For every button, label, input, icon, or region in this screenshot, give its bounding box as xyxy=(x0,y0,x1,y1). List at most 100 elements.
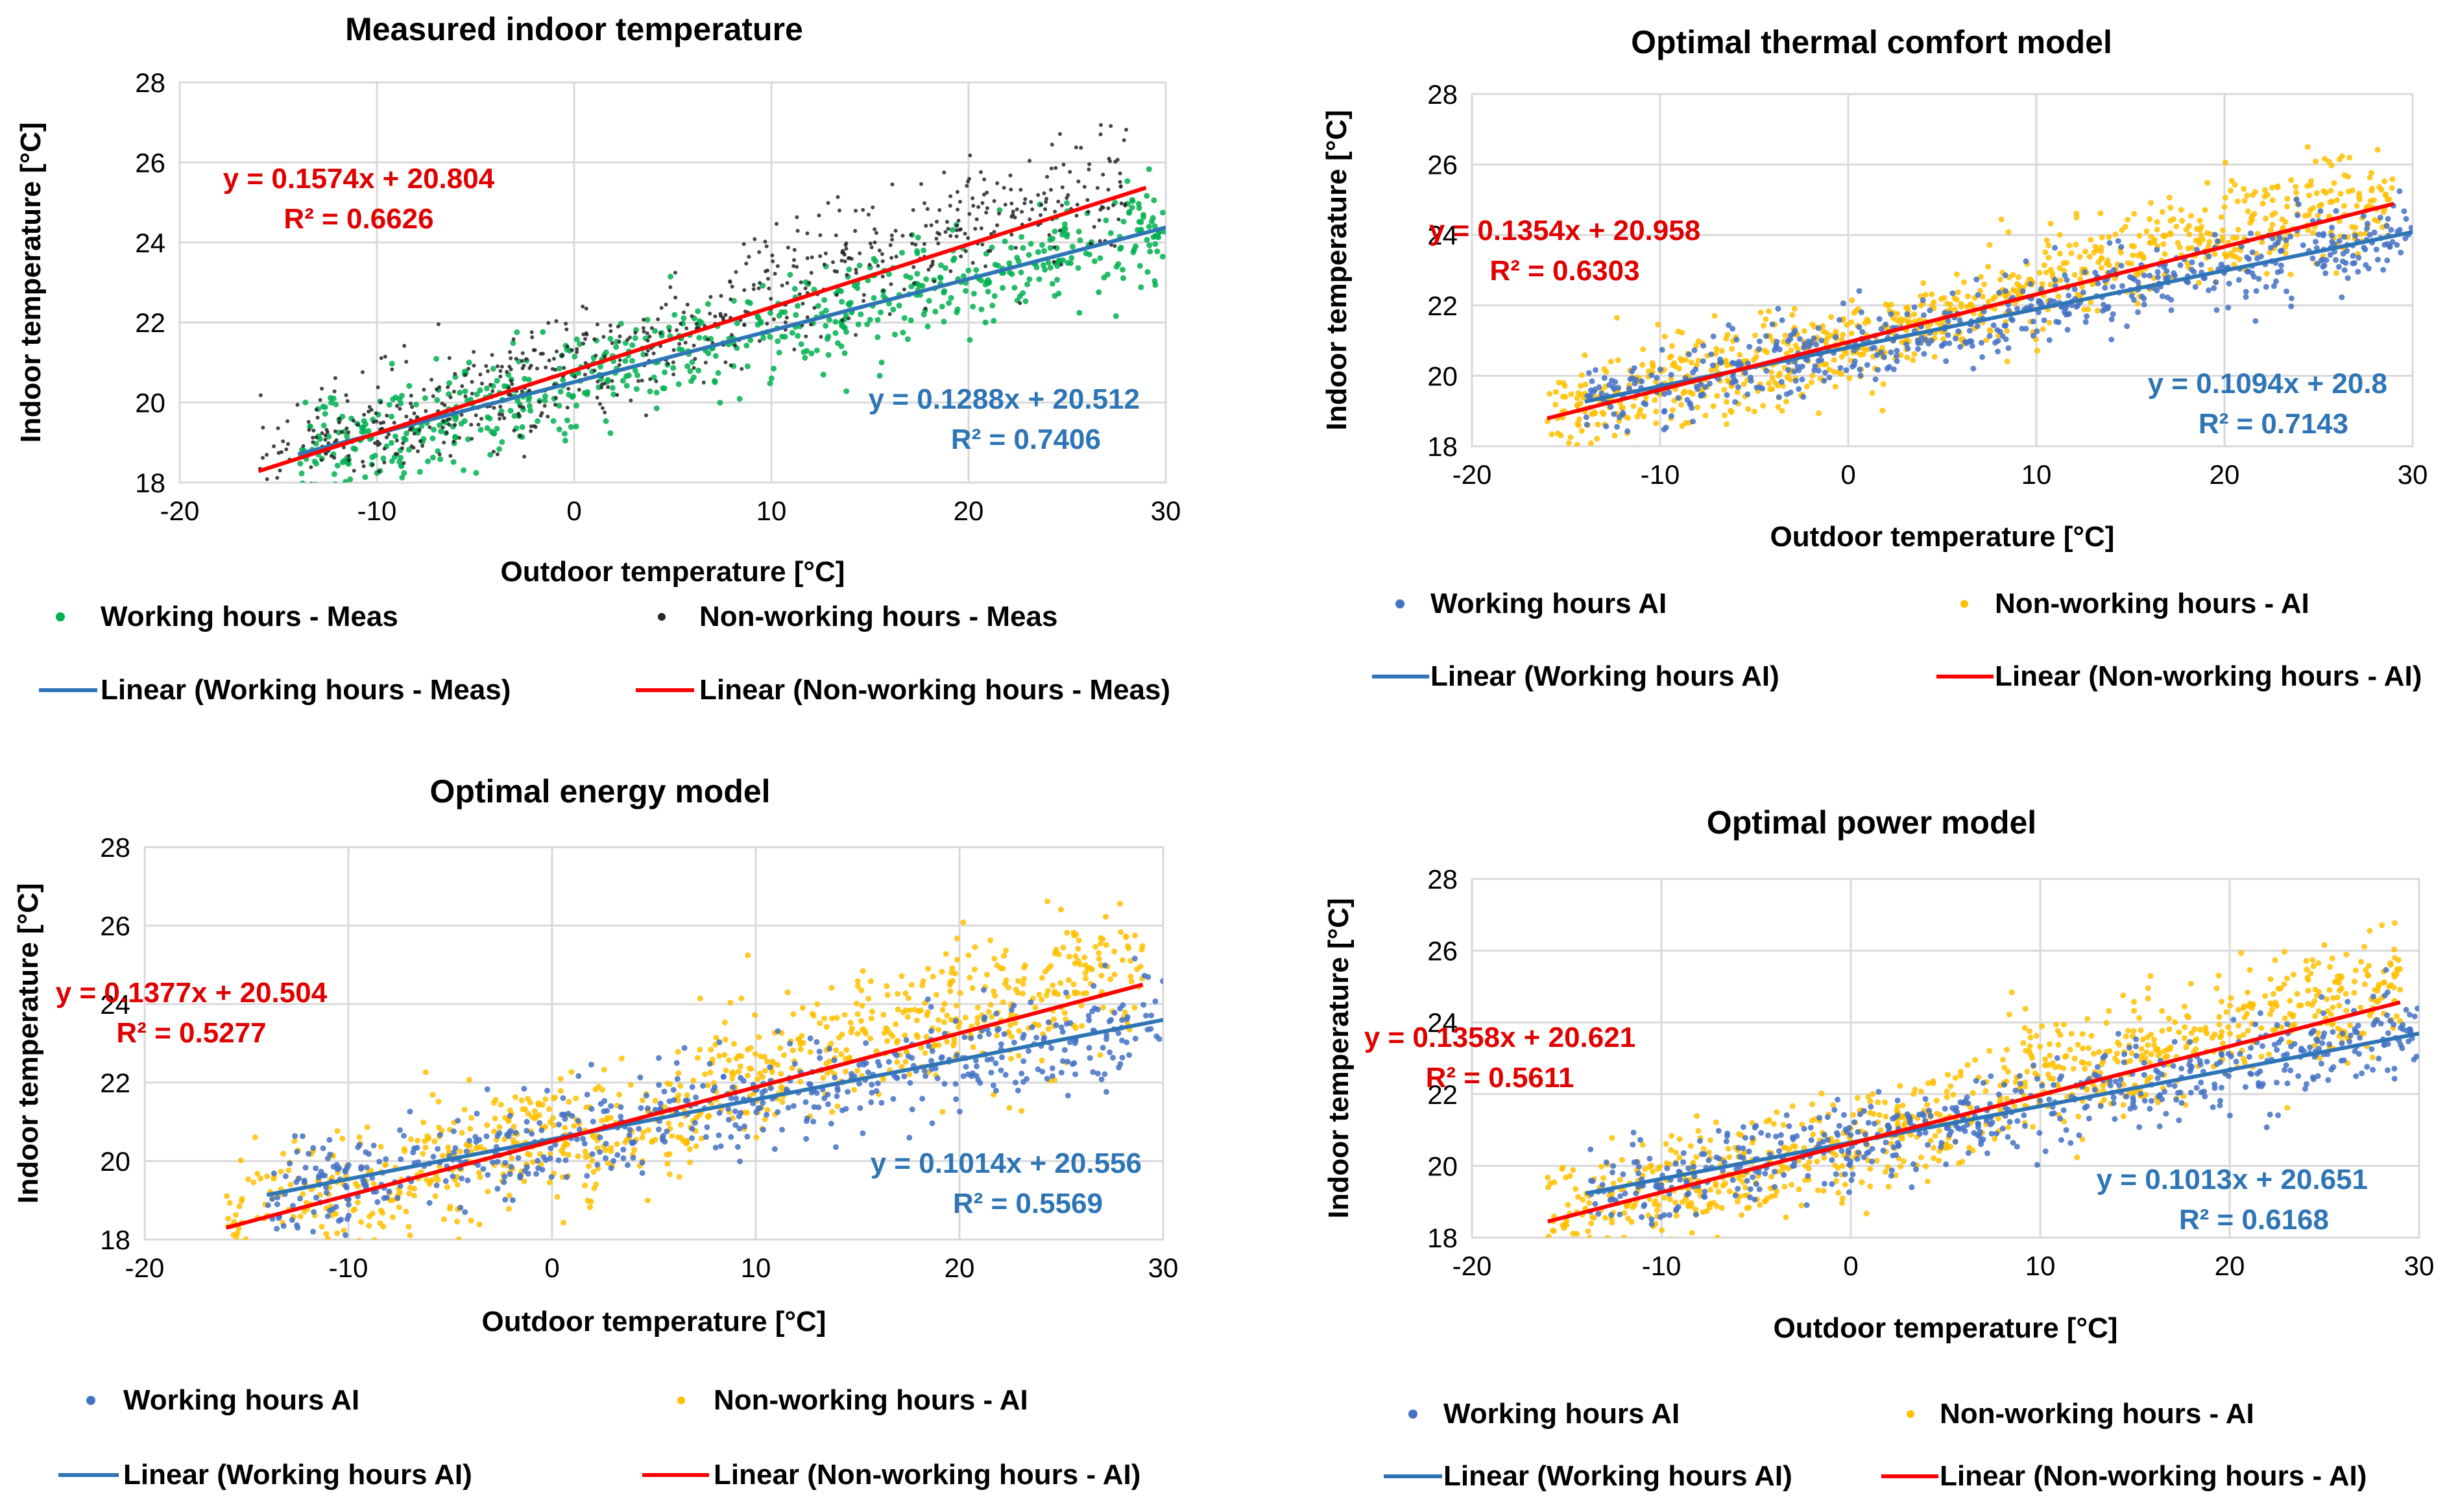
data-point xyxy=(437,456,444,462)
data-point xyxy=(2075,302,2081,309)
data-point xyxy=(2258,253,2264,259)
data-point xyxy=(860,1130,866,1136)
data-point xyxy=(1862,320,1868,326)
data-point xyxy=(980,201,985,205)
data-point xyxy=(915,234,921,241)
data-point xyxy=(639,1134,645,1141)
data-point xyxy=(1151,197,1157,204)
data-point xyxy=(777,1045,784,1051)
data-point xyxy=(319,1223,325,1230)
data-point xyxy=(941,318,947,325)
data-point xyxy=(518,404,522,409)
data-point xyxy=(644,352,649,357)
data-point xyxy=(1735,384,1741,390)
data-point xyxy=(1918,1088,1924,1095)
data-point xyxy=(1756,384,1763,390)
data-point xyxy=(767,380,773,387)
data-point xyxy=(1863,1210,1870,1217)
data-point xyxy=(570,392,577,399)
data-point xyxy=(1143,1013,1149,1019)
data-point xyxy=(1023,197,1028,201)
data-point xyxy=(969,985,976,991)
data-point xyxy=(753,1134,760,1140)
data-point xyxy=(862,298,866,303)
data-point xyxy=(492,405,496,410)
data-point xyxy=(1087,1055,1093,1061)
data-point xyxy=(570,348,574,352)
data-point xyxy=(409,402,413,405)
data-point xyxy=(2322,270,2329,276)
data-point xyxy=(963,1064,969,1070)
data-point xyxy=(566,392,572,398)
data-point xyxy=(1619,1157,1625,1163)
data-point xyxy=(372,453,378,459)
data-point xyxy=(425,458,431,464)
data-point xyxy=(2362,246,2369,253)
data-point xyxy=(342,445,346,450)
data-point xyxy=(863,1031,869,1037)
data-point xyxy=(756,1034,762,1040)
data-point xyxy=(708,1046,714,1053)
data-point xyxy=(820,372,826,378)
data-point xyxy=(2034,348,2040,354)
data-point xyxy=(1970,1090,1976,1096)
data-point xyxy=(1996,289,2003,296)
data-point xyxy=(1872,376,1879,383)
data-point xyxy=(843,243,848,247)
data-point xyxy=(272,1253,278,1259)
data-point xyxy=(412,411,416,416)
data-point xyxy=(618,1055,625,1062)
data-point xyxy=(599,385,604,390)
data-point xyxy=(2077,276,2084,282)
data-point xyxy=(633,386,640,392)
data-point xyxy=(1732,378,1739,385)
data-point xyxy=(657,1100,664,1107)
data-point xyxy=(1152,998,1159,1005)
data-point xyxy=(805,315,810,320)
data-point xyxy=(406,1190,413,1197)
y-axis-title: Indoor temperature [°C] xyxy=(15,122,47,442)
data-point xyxy=(693,1143,699,1149)
data-point xyxy=(2097,210,2104,217)
data-point xyxy=(1822,370,1828,376)
data-point xyxy=(527,1151,533,1158)
data-point xyxy=(1744,391,1751,398)
data-point xyxy=(1024,282,1030,287)
data-point xyxy=(700,1083,706,1089)
data-point xyxy=(1129,198,1136,204)
data-point xyxy=(448,453,453,458)
data-point xyxy=(654,379,658,383)
data-point xyxy=(2288,295,2295,302)
data-point xyxy=(564,322,568,326)
data-point xyxy=(1024,1075,1030,1082)
data-point xyxy=(1958,304,1964,310)
data-point xyxy=(320,1145,326,1151)
y-axis-title: Indoor temperature [°C] xyxy=(12,883,44,1203)
data-point xyxy=(952,1018,959,1024)
data-point xyxy=(594,354,598,358)
data-point xyxy=(949,227,956,233)
data-point xyxy=(1043,992,1050,998)
data-point xyxy=(459,413,464,417)
data-point xyxy=(1154,248,1161,255)
data-point xyxy=(298,470,305,477)
data-point xyxy=(996,1026,1002,1032)
data-point xyxy=(492,1097,499,1103)
data-point xyxy=(1875,366,1881,373)
data-point xyxy=(1929,291,1935,298)
data-point xyxy=(1047,245,1054,251)
data-point xyxy=(2216,1021,2223,1027)
data-point xyxy=(1756,346,1763,352)
y-tick-label: 18 xyxy=(100,1225,130,1255)
data-point xyxy=(363,1182,369,1188)
data-point xyxy=(854,983,861,989)
data-point xyxy=(343,1241,349,1247)
data-point xyxy=(787,272,793,278)
data-point xyxy=(2088,299,2094,306)
data-point xyxy=(1899,1102,1906,1109)
data-point xyxy=(390,367,394,372)
data-point xyxy=(241,1264,247,1269)
data-point xyxy=(644,1092,649,1099)
data-point xyxy=(902,990,909,996)
data-point xyxy=(1726,1188,1733,1195)
